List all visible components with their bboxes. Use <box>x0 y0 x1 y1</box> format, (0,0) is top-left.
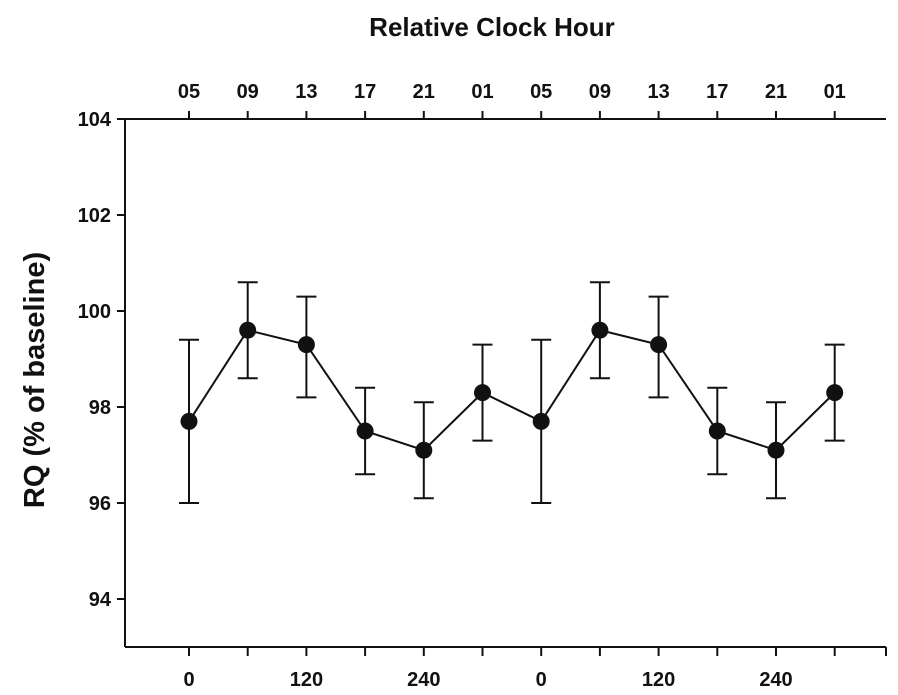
data-point <box>415 441 433 459</box>
points <box>180 321 844 459</box>
error-bars <box>179 281 845 504</box>
data-point <box>474 384 491 402</box>
series-lines <box>188 329 836 452</box>
bottom-tick-label: 0 <box>536 669 547 691</box>
top-tick-label: 21 <box>413 81 435 103</box>
top-tick-label: 01 <box>824 81 846 103</box>
axes <box>117 111 887 656</box>
y-tick-label: 102 <box>78 205 111 227</box>
bottom-tick-label: 120 <box>642 669 675 691</box>
tick-labels: 94 96 98 100 102 104 05 09 13 17 21 01 05 09 13 17 21 01 0… <box>78 81 846 691</box>
y-tick-label: 94 <box>89 589 112 611</box>
top-tick-label: 01 <box>471 81 493 103</box>
data-point <box>239 321 257 339</box>
bottom-tick-label: 120 <box>290 669 323 691</box>
data-point <box>767 441 785 459</box>
series-line <box>188 329 836 452</box>
bottom-tick-label: 240 <box>759 669 792 691</box>
y-tick-label: 96 <box>89 493 111 515</box>
y-axis-label: RQ (% of baseline) <box>19 252 51 508</box>
data-point <box>591 321 609 339</box>
chart-title: Relative Clock Hour <box>369 12 615 42</box>
data-point <box>708 422 726 440</box>
data-point <box>356 422 374 440</box>
top-tick-label: 17 <box>354 81 376 103</box>
y-tick-label: 98 <box>89 397 111 419</box>
bottom-tick-label: 0 <box>183 669 194 691</box>
data-point <box>180 412 198 430</box>
y-tick-label: 104 <box>78 109 112 131</box>
top-tick-label: 05 <box>178 81 200 103</box>
data-point <box>826 384 844 402</box>
top-tick-label: 17 <box>706 81 728 103</box>
top-tick-label: 13 <box>295 81 317 103</box>
top-tick-label: 09 <box>589 81 611 103</box>
top-tick-label: 09 <box>237 81 259 103</box>
top-tick-label: 05 <box>530 81 552 103</box>
data-point <box>532 412 550 430</box>
top-tick-label: 21 <box>765 81 787 103</box>
bottom-tick-label: 240 <box>407 669 440 691</box>
y-tick-label: 100 <box>78 301 111 323</box>
data-point <box>650 336 668 354</box>
top-tick-label: 13 <box>647 81 669 103</box>
data-point <box>297 336 315 354</box>
